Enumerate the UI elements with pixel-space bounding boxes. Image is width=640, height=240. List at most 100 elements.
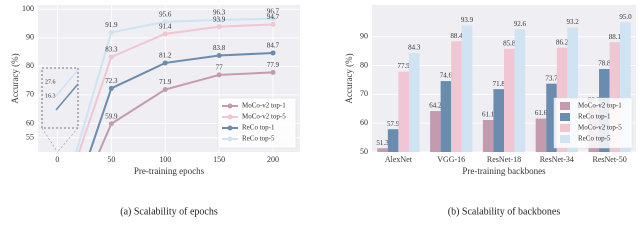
legend-swatch	[560, 124, 570, 132]
data-label: 96.3	[213, 8, 226, 16]
data-label: 64.2	[429, 102, 442, 110]
data-label: 85.8	[503, 39, 516, 47]
inset-connector	[57, 127, 79, 153]
data-label: 51.3	[376, 139, 389, 147]
lines	[55, 16, 276, 218]
bar	[482, 120, 494, 152]
point	[162, 60, 168, 66]
legend-label: ReCo top-5	[578, 135, 611, 143]
x-axis-label: Pre-training epochs	[134, 166, 205, 176]
legend-label: MoCo-v2 top-5	[242, 113, 286, 121]
data-label: 84.3	[408, 44, 421, 52]
y-tick-label: 70	[360, 89, 368, 98]
caption: (a) Scalability of epochs	[120, 206, 218, 217]
legend-marker	[227, 136, 233, 142]
point	[216, 17, 222, 23]
legend-label: ReCo top-1	[242, 124, 275, 132]
data-label: 86.2	[556, 38, 569, 46]
data-label: 83.8	[213, 44, 226, 52]
legend-swatch	[560, 113, 570, 121]
y-tick-label: 55	[26, 133, 34, 142]
bar	[430, 111, 441, 152]
bar	[461, 25, 473, 152]
point	[55, 213, 60, 218]
point	[108, 121, 114, 127]
data-label: 77	[216, 64, 224, 72]
bar	[377, 148, 388, 152]
data-label: 96.7	[267, 7, 280, 15]
point	[270, 50, 276, 56]
point	[270, 16, 276, 22]
y-tick-label: 80	[26, 61, 34, 70]
point	[216, 53, 222, 59]
point	[108, 29, 114, 35]
x-tick-label: AlexNet	[385, 155, 413, 164]
legend-marker	[227, 114, 233, 120]
data-label: 73.7	[545, 74, 558, 82]
data-label: 91.9	[105, 21, 118, 29]
legend-marker	[227, 125, 233, 131]
bar	[546, 83, 557, 152]
data-label: 61.6	[535, 109, 548, 117]
x-tick-label: ResNet-34	[540, 155, 574, 164]
legend-label: ReCo top-1	[578, 113, 611, 121]
data-label: 93.2	[567, 18, 580, 26]
data-label: 74.6	[440, 72, 453, 80]
data-label: 71.9	[159, 78, 172, 86]
x-tick-label: ResNet-50	[592, 155, 626, 164]
y-tick-label: 70	[26, 90, 34, 99]
bar	[408, 53, 420, 152]
x-tick-label: 200	[267, 155, 279, 164]
legend-swatch	[560, 135, 570, 143]
bar	[535, 118, 547, 152]
inset-label: 27.6	[45, 79, 56, 85]
data-label: 59.9	[105, 112, 118, 120]
data-label: 94.7	[267, 13, 280, 21]
legend-label: MoCo-v2 top-1	[578, 102, 622, 110]
x-tick-label: 100	[159, 155, 171, 164]
data-label: 71.8	[493, 80, 506, 88]
data-label: 57.9	[387, 120, 400, 128]
y-tick-label: 60	[360, 118, 368, 127]
bar	[609, 42, 621, 152]
inset-label: 16.3	[45, 93, 56, 99]
legend-swatch	[560, 102, 570, 110]
x-tick-label: 150	[213, 155, 225, 164]
data-label: 95.0	[619, 13, 632, 21]
bar	[504, 48, 515, 152]
bar	[398, 71, 409, 152]
legend-marker	[227, 103, 233, 109]
bar	[620, 22, 631, 153]
x-tick-label: ResNet-18	[487, 155, 521, 164]
bar	[387, 129, 399, 152]
data-label: 84.7	[267, 42, 280, 50]
point	[216, 72, 222, 78]
legend-label: ReCo top-5	[242, 135, 275, 143]
bar	[440, 81, 452, 152]
data-label: 92.6	[514, 20, 527, 28]
point	[55, 213, 60, 218]
point	[270, 21, 276, 27]
point	[216, 24, 222, 30]
data-label: 95.6	[159, 10, 172, 18]
point	[108, 54, 114, 60]
x-axis-label: Pre-training backbones	[462, 166, 546, 176]
point	[108, 85, 114, 91]
figure: 55 60 70 80 90 100 Accuracy (%) Pre-training ep…	[10, 4, 636, 218]
data-label: 88.1	[609, 33, 622, 41]
bar	[514, 29, 526, 153]
legend-label: MoCo-v2 top-1	[242, 102, 286, 110]
inset-connector	[41, 127, 58, 153]
point	[162, 86, 168, 92]
data-label: 77.9	[398, 62, 411, 70]
data-label: 61.1	[482, 111, 495, 119]
x-tick-label: VGG-16	[437, 155, 465, 164]
y-axis-label: Accuracy (%)	[344, 53, 354, 103]
x-tick-label: 50	[107, 155, 115, 164]
y-tick-label: 90	[360, 32, 368, 41]
data-label: 91.4	[159, 22, 172, 30]
data-label: 93.9	[461, 16, 474, 24]
data-label: 88.4	[450, 32, 463, 40]
data-label: 83.3	[105, 46, 118, 54]
y-tick-label: 80	[360, 60, 368, 69]
